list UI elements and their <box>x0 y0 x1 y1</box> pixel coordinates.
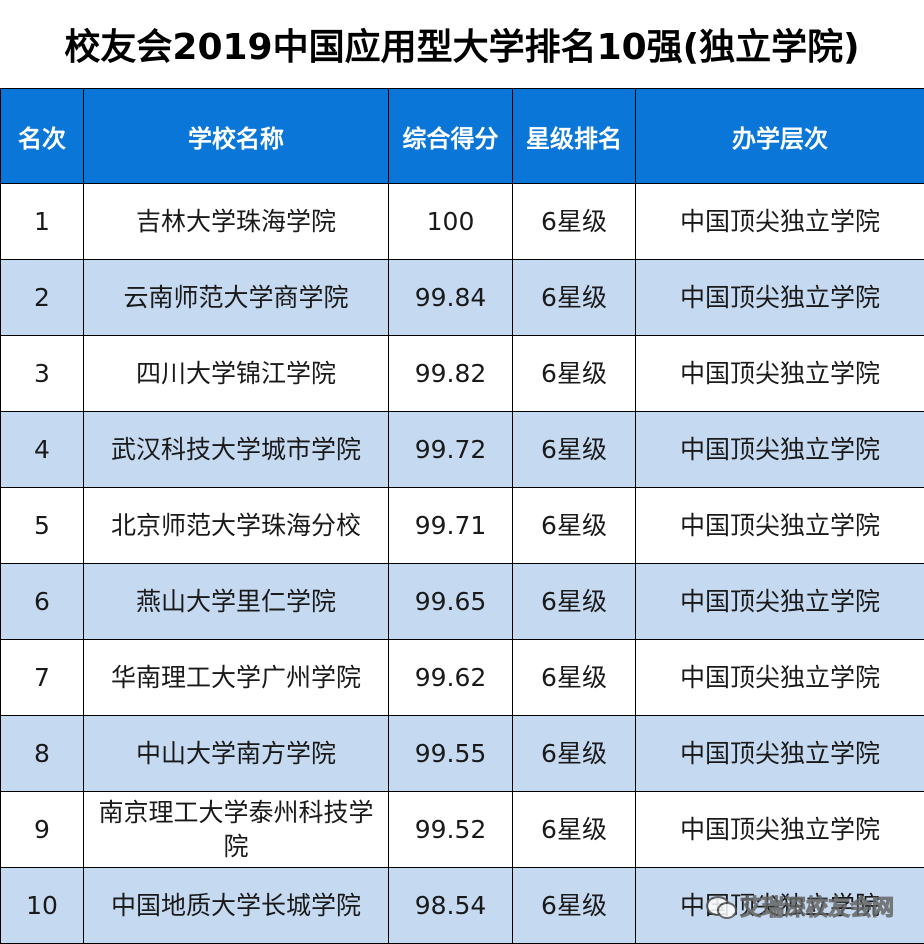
rank-cell: 2 <box>0 259 84 336</box>
header-score: 综合得分 <box>388 88 513 184</box>
watermark-text: 艾瑞深校友会网 <box>739 896 894 922</box>
school-cell: 云南师范大学商学院 <box>83 259 389 336</box>
wechat-icon <box>705 894 737 919</box>
school-cell: 燕山大学里仁学院 <box>83 563 389 640</box>
school-cell: 中山大学南方学院 <box>83 715 389 792</box>
table-row: 2 云南师范大学商学院 99.84 6星级 中国顶尖独立学院 <box>0 259 924 336</box>
stars-cell: 6星级 <box>512 639 636 716</box>
school-cell: 中国地质大学长城学院 <box>83 867 389 944</box>
stars-cell: 6星级 <box>512 563 636 640</box>
stars-cell: 6星级 <box>512 791 636 868</box>
level-cell: 中国顶尖独立学院 <box>635 639 924 716</box>
stars-cell: 6星级 <box>512 259 636 336</box>
school-cell: 华南理工大学广州学院 <box>83 639 389 716</box>
table-row: 4 武汉科技大学城市学院 99.72 6星级 中国顶尖独立学院 <box>0 411 924 488</box>
school-cell: 北京师范大学珠海分校 <box>83 487 389 564</box>
score-cell: 99.52 <box>388 791 513 868</box>
score-cell: 100 <box>388 183 513 260</box>
rank-cell: 5 <box>0 487 84 564</box>
table-row: 6 燕山大学里仁学院 99.65 6星级 中国顶尖独立学院 <box>0 563 924 640</box>
stars-cell: 6星级 <box>512 867 636 944</box>
score-cell: 99.62 <box>388 639 513 716</box>
table-row: 8 中山大学南方学院 99.55 6星级 中国顶尖独立学院 <box>0 715 924 792</box>
header-stars: 星级排名 <box>512 88 636 184</box>
table-row: 1 吉林大学珠海学院 100 6星级 中国顶尖独立学院 <box>0 183 924 260</box>
score-cell: 99.71 <box>388 487 513 564</box>
level-cell: 中国顶尖独立学院 <box>635 411 924 488</box>
school-cell: 南京理工大学泰州科技学院 <box>83 791 389 868</box>
table-row: 3 四川大学锦江学院 99.82 6星级 中国顶尖独立学院 <box>0 335 924 412</box>
rank-cell: 3 <box>0 335 84 412</box>
level-cell: 中国顶尖独立学院 <box>635 183 924 260</box>
stars-cell: 6星级 <box>512 335 636 412</box>
rank-cell: 9 <box>0 791 84 868</box>
rank-cell: 1 <box>0 183 84 260</box>
level-cell: 中国顶尖独立学院 <box>635 791 924 868</box>
school-cell: 吉林大学珠海学院 <box>83 183 389 260</box>
stars-cell: 6星级 <box>512 411 636 488</box>
rank-cell: 6 <box>0 563 84 640</box>
table-row: 7 华南理工大学广州学院 99.62 6星级 中国顶尖独立学院 <box>0 639 924 716</box>
score-cell: 99.82 <box>388 335 513 412</box>
rank-cell: 7 <box>0 639 84 716</box>
header-level: 办学层次 <box>635 88 924 184</box>
table-header-row: 名次 学校名称 综合得分 星级排名 办学层次 <box>0 88 924 184</box>
level-cell: 中国顶尖独立学院 <box>635 867 924 944</box>
school-cell: 四川大学锦江学院 <box>83 335 389 412</box>
score-cell: 99.84 <box>388 259 513 336</box>
table-row: 10 中国地质大学长城学院 98.54 6星级 中国顶尖独立学院 <box>0 867 924 944</box>
level-cell: 中国顶尖独立学院 <box>635 487 924 564</box>
stars-cell: 6星级 <box>512 715 636 792</box>
level-cell: 中国顶尖独立学院 <box>635 715 924 792</box>
school-cell: 武汉科技大学城市学院 <box>83 411 389 488</box>
rank-cell: 10 <box>0 867 84 944</box>
table-row: 5 北京师范大学珠海分校 99.71 6星级 中国顶尖独立学院 <box>0 487 924 564</box>
score-cell: 99.55 <box>388 715 513 792</box>
level-cell: 中国顶尖独立学院 <box>635 335 924 412</box>
header-school: 学校名称 <box>83 88 389 184</box>
rank-cell: 4 <box>0 411 84 488</box>
table-row: 9 南京理工大学泰州科技学院 99.52 6星级 中国顶尖独立学院 <box>0 791 924 868</box>
stars-cell: 6星级 <box>512 487 636 564</box>
header-rank: 名次 <box>0 88 84 184</box>
watermark: 艾瑞深校友会网 <box>705 890 895 922</box>
page-title: 校友会2019中国应用型大学排名10强(独立学院) <box>64 27 860 68</box>
score-cell: 99.65 <box>388 563 513 640</box>
level-cell: 中国顶尖独立学院 <box>635 259 924 336</box>
stars-cell: 6星级 <box>512 183 636 260</box>
level-cell: 中国顶尖独立学院 <box>635 563 924 640</box>
score-cell: 98.54 <box>388 867 513 944</box>
score-cell: 99.72 <box>388 411 513 488</box>
rank-cell: 8 <box>0 715 84 792</box>
ranking-table: 名次 学校名称 综合得分 星级排名 办学层次 1 吉林大学珠海学院 100 6星… <box>0 88 924 944</box>
